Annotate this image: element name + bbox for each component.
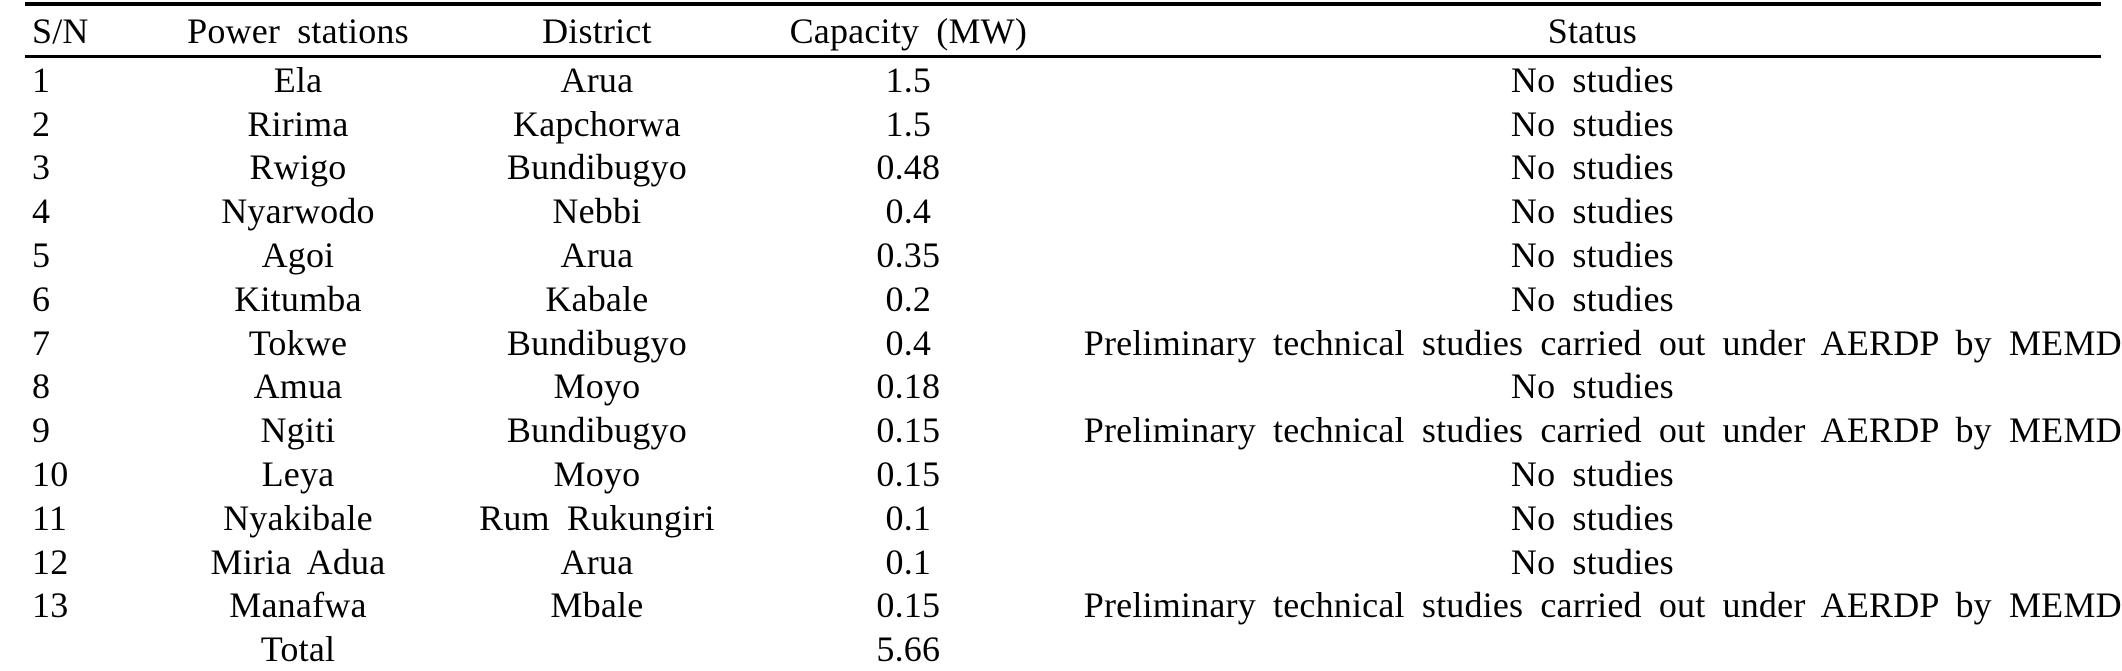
cell-status: No studies	[1084, 146, 2101, 190]
cell-station: Total	[135, 627, 461, 671]
cell-district: Mbale	[461, 584, 733, 628]
column-header-capacity: Capacity (MW)	[733, 4, 1084, 57]
cell-sn	[25, 627, 135, 671]
cell-district: Moyo	[461, 365, 733, 409]
cell-sn: 4	[25, 189, 135, 233]
cell-capacity: 0.15	[733, 452, 1084, 496]
cell-station: Agoi	[135, 233, 461, 277]
cell-station: Kitumba	[135, 277, 461, 321]
cell-sn: 12	[25, 540, 135, 584]
cell-status	[1084, 627, 2101, 671]
cell-capacity: 1.5	[733, 102, 1084, 146]
cell-sn: 6	[25, 277, 135, 321]
cell-sn: 10	[25, 452, 135, 496]
cell-sn: 3	[25, 146, 135, 190]
cell-status: No studies	[1084, 189, 2101, 233]
cell-status: No studies	[1084, 496, 2101, 540]
cell-capacity: 1.5	[733, 57, 1084, 102]
cell-station: Tokwe	[135, 321, 461, 365]
cell-status: Preliminary technical studies carried ou…	[1084, 584, 2101, 628]
cell-status: No studies	[1084, 102, 2101, 146]
cell-district: Nebbi	[461, 189, 733, 233]
cell-status: No studies	[1084, 365, 2101, 409]
cell-station: Nyakibale	[135, 496, 461, 540]
cell-capacity: 0.2	[733, 277, 1084, 321]
cell-sn: 11	[25, 496, 135, 540]
cell-station: Ela	[135, 57, 461, 102]
cell-district: Rum Rukungiri	[461, 496, 733, 540]
cell-capacity: 0.4	[733, 189, 1084, 233]
column-header-station: Power stations	[135, 4, 461, 57]
cell-station: Amua	[135, 365, 461, 409]
cell-sn: 7	[25, 321, 135, 365]
cell-district	[461, 627, 733, 671]
cell-station: Ngiti	[135, 408, 461, 452]
cell-capacity: 0.15	[733, 584, 1084, 628]
cell-capacity: 0.18	[733, 365, 1084, 409]
cell-district: Kapchorwa	[461, 102, 733, 146]
cell-capacity: 0.15	[733, 408, 1084, 452]
cell-station: Ririma	[135, 102, 461, 146]
cell-capacity: 0.4	[733, 321, 1084, 365]
cell-status: No studies	[1084, 540, 2101, 584]
cell-station: Manafwa	[135, 584, 461, 628]
cell-district: Bundibugyo	[461, 321, 733, 365]
cell-capacity: 0.1	[733, 540, 1084, 584]
column-header-district: District	[461, 4, 733, 57]
cell-capacity: 0.48	[733, 146, 1084, 190]
cell-status: Preliminary technical studies carried ou…	[1084, 321, 2101, 365]
cell-status: No studies	[1084, 277, 2101, 321]
cell-district: Arua	[461, 57, 733, 102]
cell-district: Arua	[461, 540, 733, 584]
cell-district: Bundibugyo	[461, 146, 733, 190]
cell-status: No studies	[1084, 57, 2101, 102]
cell-station: Miria Adua	[135, 540, 461, 584]
cell-district: Moyo	[461, 452, 733, 496]
cell-station: Leya	[135, 452, 461, 496]
cell-status: No studies	[1084, 233, 2101, 277]
total-row: Total 5.66	[25, 627, 2101, 671]
cell-district: Bundibugyo	[461, 408, 733, 452]
cell-capacity: 0.1	[733, 496, 1084, 540]
cell-sn: 5	[25, 233, 135, 277]
cell-station: Rwigo	[135, 146, 461, 190]
cell-status: No studies	[1084, 452, 2101, 496]
cell-status: Preliminary technical studies carried ou…	[1084, 408, 2101, 452]
cell-capacity: 0.35	[733, 233, 1084, 277]
cell-sn: 1	[25, 57, 135, 102]
cell-sn: 9	[25, 408, 135, 452]
cell-district: Kabale	[461, 277, 733, 321]
cell-capacity: 5.66	[733, 627, 1084, 671]
cell-sn: 13	[25, 584, 135, 628]
cell-sn: 8	[25, 365, 135, 409]
cell-sn: 2	[25, 102, 135, 146]
column-header-sn: S/N	[25, 4, 135, 57]
column-header-status: Status	[1084, 4, 2101, 57]
cell-district: Arua	[461, 233, 733, 277]
cell-station: Nyarwodo	[135, 189, 461, 233]
